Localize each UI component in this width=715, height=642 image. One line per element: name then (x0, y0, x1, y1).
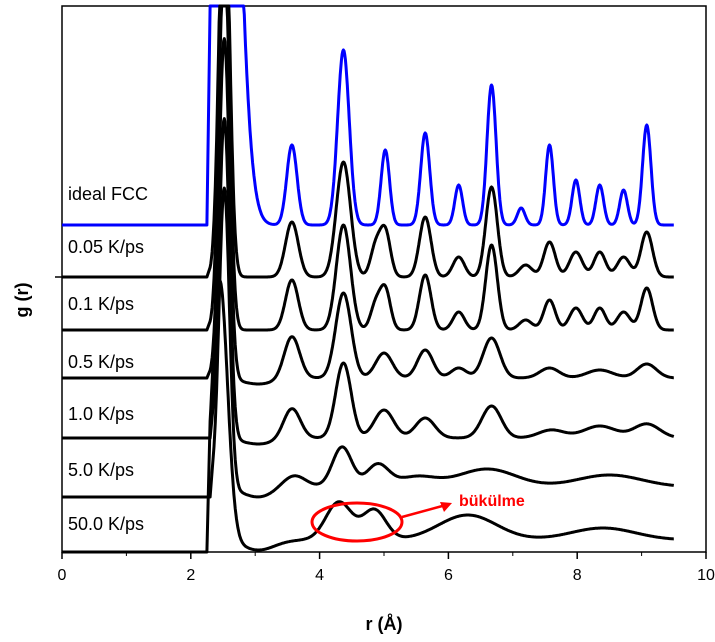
series-label: 0.5 K/ps (68, 352, 134, 372)
x-tick-label: 2 (186, 567, 195, 584)
plot-frame (61, 5, 707, 553)
x-tick-label: 4 (315, 567, 324, 584)
series-line (62, 186, 675, 499)
series-label: ideal FCC (68, 184, 148, 204)
series-line (62, 117, 675, 446)
series-labels: ideal FCC 0.05 K/ps 0.1 K/ps 0.5 K/ps 1.0 K/… (68, 184, 148, 534)
x-axis-title: r (Å) (366, 614, 403, 634)
x-tick-label: 6 (444, 567, 453, 584)
series-label: 50.0 K/ps (68, 514, 144, 534)
y-axis-title: g (r) (12, 283, 32, 318)
annotation-arrowhead (440, 502, 452, 512)
series-label: 5.0 K/ps (68, 460, 134, 480)
series-line (62, 4, 675, 227)
series-line (62, 4, 675, 332)
x-axis-ticks: 0 2 4 6 8 10 (58, 552, 715, 584)
x-tick-label: 10 (697, 567, 715, 584)
annotation: bükülme (310, 493, 525, 543)
series-line (62, 37, 675, 386)
series-label: 0.1 K/ps (68, 294, 134, 314)
series-line (62, 279, 675, 554)
series-curves (62, 4, 675, 554)
series-line (62, 4, 675, 279)
annotation-label: bükülme (459, 493, 525, 510)
x-tick-label: 8 (573, 567, 582, 584)
annotation-arrow (401, 503, 447, 519)
series-label: 0.05 K/ps (68, 237, 144, 257)
series-label: 1.0 K/ps (68, 404, 134, 424)
x-tick-label: 0 (58, 567, 67, 584)
annotation-ellipse (310, 501, 404, 543)
